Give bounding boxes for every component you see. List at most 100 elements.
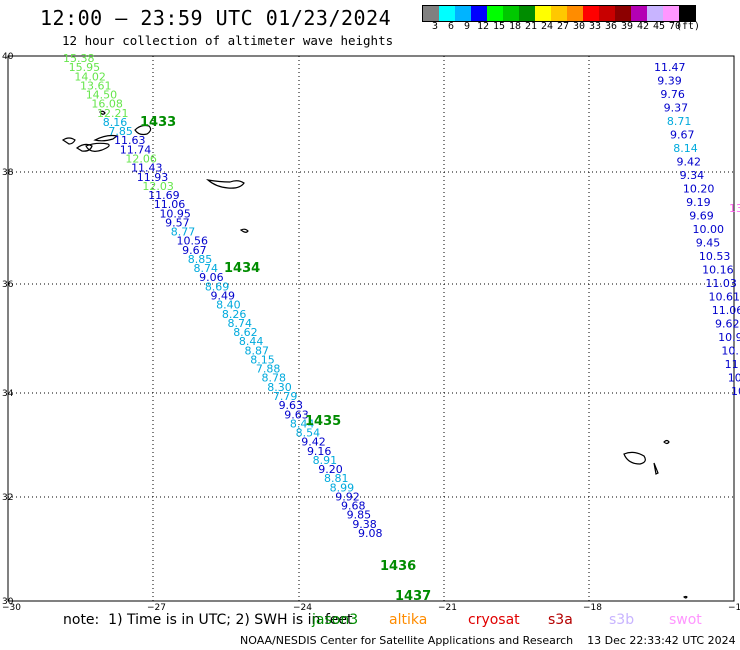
island-madeira bbox=[623, 451, 646, 465]
legend-label-12: 39 bbox=[621, 21, 634, 32]
legend-label-2: 9 bbox=[464, 21, 471, 32]
swh-value: 9.38 bbox=[352, 518, 377, 531]
swh-value: 9.19 bbox=[686, 196, 711, 209]
swh-value: 9.16 bbox=[307, 445, 332, 458]
legend-swatch-3 bbox=[471, 6, 487, 21]
legend-label-16: (ft) bbox=[676, 21, 701, 32]
satellite-label-s3b: s3b bbox=[609, 612, 635, 628]
lat-label: 32 bbox=[2, 493, 13, 503]
swh-value: 11.69 bbox=[148, 189, 180, 202]
lon-label: −27 bbox=[147, 603, 166, 613]
swh-value: 8.44 bbox=[239, 335, 264, 348]
legend-swatch-15 bbox=[663, 6, 679, 21]
island-santa-maria bbox=[239, 228, 249, 233]
swh-value: 9.57 bbox=[165, 216, 190, 229]
swh-value: 10 bbox=[731, 385, 740, 398]
legend-label-8: 27 bbox=[557, 21, 570, 32]
swh-value: 9.37 bbox=[664, 102, 689, 115]
swh-value: 14.50 bbox=[86, 89, 118, 102]
lon-label: −21 bbox=[438, 603, 457, 613]
legend-swatch-2 bbox=[455, 6, 471, 21]
lon-label: −15 bbox=[728, 603, 740, 613]
swh-value: 10.61 bbox=[709, 291, 740, 304]
island-faial bbox=[75, 143, 93, 152]
swh-value: 8.62 bbox=[233, 326, 258, 339]
lat-label: 40 bbox=[2, 52, 14, 62]
swh-value: 12.03 bbox=[142, 180, 174, 193]
legend-swatch-12 bbox=[615, 6, 631, 21]
lon-label: −24 bbox=[293, 603, 312, 613]
swh-value: 9.63 bbox=[284, 408, 309, 421]
legend-label-5: 18 bbox=[509, 21, 522, 32]
swh-value: 11.74 bbox=[120, 143, 152, 156]
swh-value: 10.00 bbox=[693, 223, 725, 236]
legend-label-9: 30 bbox=[573, 21, 586, 32]
lat-label: 34 bbox=[2, 389, 14, 399]
legend-swatch-6 bbox=[519, 6, 535, 21]
time-marker: 1433 bbox=[140, 115, 176, 130]
swh-value: 11.03 bbox=[705, 277, 737, 290]
swh-value: 9.68 bbox=[341, 500, 366, 513]
swh-value: 8.85 bbox=[188, 253, 213, 266]
swh-value: 9.62 bbox=[715, 318, 740, 331]
swh-value: 8.74 bbox=[193, 262, 218, 275]
lat-label: 30 bbox=[2, 597, 14, 607]
legend-label-1: 6 bbox=[448, 21, 455, 32]
swh-value: 11.06 bbox=[154, 198, 186, 211]
swh-value: 9.39 bbox=[657, 75, 682, 88]
swh-value: 12.06 bbox=[125, 152, 156, 165]
swh-value: 8.54 bbox=[296, 427, 321, 440]
swh-value: 11 bbox=[725, 358, 739, 371]
page-subtitle: 12 hour collection of altimeter wave hei… bbox=[62, 33, 394, 48]
swh-value: 10. bbox=[721, 345, 739, 358]
legend-label-6: 21 bbox=[525, 21, 538, 32]
swh-value: 10.20 bbox=[683, 183, 715, 196]
map-grid bbox=[7, 55, 735, 602]
legend-swatch-5 bbox=[503, 6, 519, 21]
swh-value: 8.91 bbox=[313, 454, 338, 467]
swh-value: 8.40 bbox=[216, 299, 241, 312]
legend-swatch-10 bbox=[583, 6, 599, 21]
swh-value: 9.69 bbox=[689, 210, 714, 223]
swh-value: 8.30 bbox=[267, 381, 292, 394]
swh-value: 9.45 bbox=[696, 237, 721, 250]
island-sao-miguel bbox=[206, 179, 245, 189]
swh-value: 9.63 bbox=[279, 399, 304, 412]
lon-label: −30 bbox=[2, 603, 21, 613]
legend-label-14: 45 bbox=[653, 21, 666, 32]
island-terceira bbox=[134, 124, 152, 136]
swh-value: 9.49 bbox=[211, 290, 236, 303]
legend-label-4: 15 bbox=[493, 21, 506, 32]
legend-label-10: 33 bbox=[589, 21, 602, 32]
satellite-label-swot: swot bbox=[669, 612, 702, 628]
page-title: 12:00 – 23:59 UTC 01/23/2024 bbox=[40, 6, 392, 30]
swh-value: 12.21 bbox=[97, 107, 128, 120]
altimeter-track-west: 15.3815.9514.0213.6114.5016.0812.218.167… bbox=[63, 52, 383, 540]
swh-value: 11.06 bbox=[712, 304, 740, 317]
legend-swatch-16 bbox=[679, 6, 695, 21]
time-marker: 1436 bbox=[380, 559, 416, 574]
swh-value: 8.99 bbox=[330, 481, 355, 494]
island-flores bbox=[61, 137, 76, 145]
legend-swatch-14 bbox=[647, 6, 663, 21]
swh-value: 7.85 bbox=[108, 125, 133, 138]
swh-value: 10.53 bbox=[699, 250, 731, 263]
swh-value: 9.76 bbox=[660, 88, 685, 101]
satellite-label-jason3: jason3 bbox=[312, 612, 359, 628]
lat-label: 36 bbox=[2, 280, 14, 290]
swh-value: 9.20 bbox=[318, 463, 343, 476]
legend-label-11: 36 bbox=[605, 21, 618, 32]
swh-value: 7.79 bbox=[273, 390, 298, 403]
islands bbox=[61, 110, 688, 599]
swh-value: 11.93 bbox=[137, 171, 169, 184]
swh-value: 11.47 bbox=[654, 61, 686, 74]
swh-value: 9.42 bbox=[676, 156, 701, 169]
swh-value: 9.67 bbox=[670, 129, 695, 142]
legend-swatch-11 bbox=[599, 6, 615, 21]
legend-label-0: 3 bbox=[432, 21, 439, 32]
island-pico bbox=[85, 142, 110, 152]
swh-value: 8.15 bbox=[250, 353, 275, 366]
legend-label-15: 70 bbox=[669, 21, 682, 32]
time-marker: 1434 bbox=[224, 261, 260, 276]
